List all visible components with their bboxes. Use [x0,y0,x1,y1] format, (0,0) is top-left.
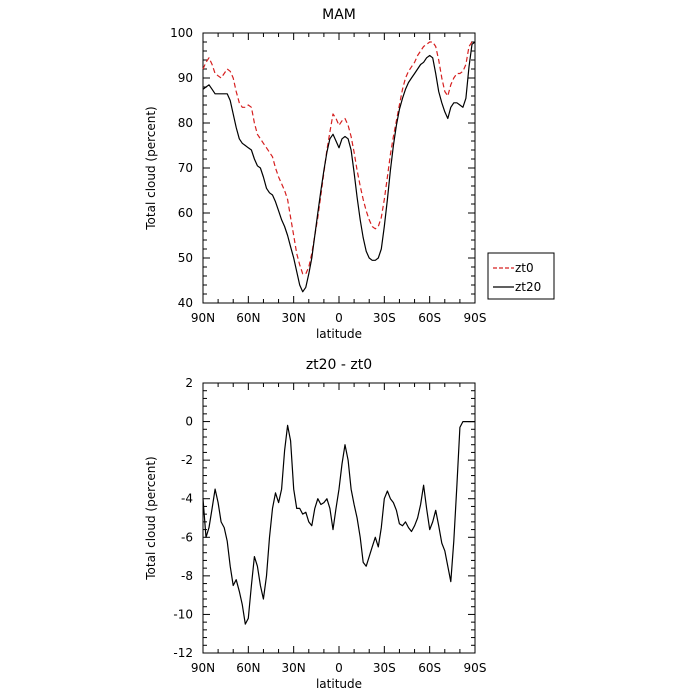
y-tick-label: 2 [185,376,193,390]
x-tick-label: 60N [236,311,260,325]
x-tick-label: 90N [191,311,215,325]
x-tick-label: 60S [418,311,441,325]
legend: zt0 zt20 [487,252,555,300]
y-axis-label: Total cloud (percent) [144,456,158,580]
x-tick-label: 90S [464,311,487,325]
series-line-zt0 [202,41,475,275]
x-tick-label: 30S [373,311,396,325]
y-tick-label: 0 [185,415,193,429]
y-tick-label: -6 [181,530,193,544]
x-tick-label: 30N [282,311,306,325]
legend-label-zt20: zt20 [515,280,541,294]
y-tick-label: 60 [178,206,193,220]
y-tick-label: 90 [178,71,193,85]
x-tick-label: 0 [335,661,343,675]
chart-panel-2: zt20 - zt0 90N 60N 30N 0 30S 60S 90S -12 -10 -8 -6 -… [144,357,486,691]
x-tick-label: 30N [282,661,306,675]
x-axis-label: latitude [316,327,362,341]
x-tick-label: 30S [373,661,396,675]
y-tick-label: -8 [181,569,193,583]
y-axis-label: Total cloud (percent) [144,106,158,230]
series-line-series-1 [202,421,475,625]
plot-frame [202,32,476,304]
x-axis-label: latitude [316,677,362,691]
y-tick-label: -10 [173,607,193,621]
y-tick-label: -2 [181,453,193,467]
x-tick-label: 60S [418,661,441,675]
y-tick-label: 100 [170,26,193,40]
series-line-zt20 [202,41,476,293]
y-tick-label: -12 [173,646,193,660]
x-tick-label: 0 [335,311,343,325]
legend-label-zt0: zt0 [515,261,534,275]
x-tick-label: 60N [236,661,260,675]
chart-panel-1: MAM 90N 60N 30N 0 30S 60S 90S 40 50 60 70 80 90 100 lat… [144,7,555,341]
y-tick-label: 40 [178,296,193,310]
y-tick-label: -4 [181,492,193,506]
y-tick-label: 70 [178,161,193,175]
y-tick-label: 80 [178,116,193,130]
y-tick-label: 50 [178,251,193,265]
x-tick-label: 90N [191,661,215,675]
x-tick-label: 90S [464,661,487,675]
chart-title: MAM [322,7,356,23]
legend-box [487,252,555,300]
chart-title: zt20 - zt0 [306,357,372,373]
